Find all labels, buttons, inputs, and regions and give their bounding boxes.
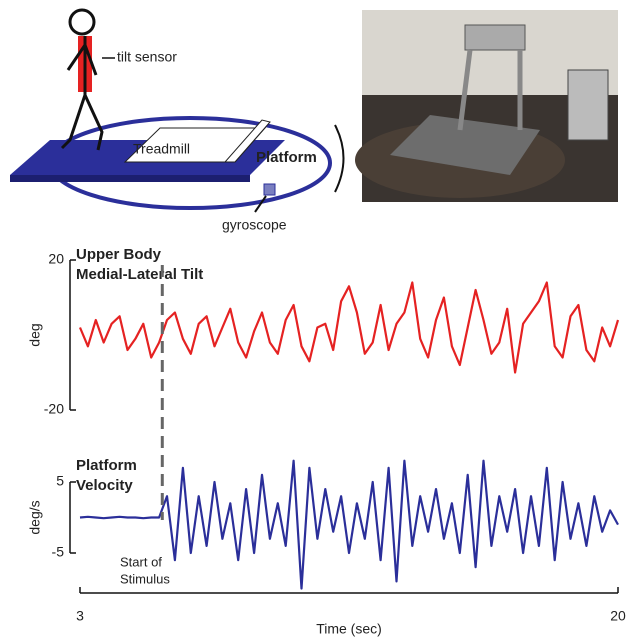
y-tick-label: 20: [48, 251, 64, 267]
chart-title: Upper Body: [76, 246, 162, 263]
y-tick-label: 5: [56, 473, 64, 489]
setup-diagram: tilt sensor Treadmill Platform gyroscope: [10, 10, 344, 233]
x-axis-label: Time (sec): [316, 621, 382, 637]
gyro-label: gyroscope: [222, 217, 287, 233]
platform-edge: [10, 175, 250, 182]
treadmill-label: Treadmill: [133, 141, 190, 157]
rotation-arrow: [335, 125, 344, 192]
platform-label: Platform: [256, 149, 317, 166]
x-tick-label: 20: [610, 608, 626, 624]
figure: tilt sensor Treadmill Platform gyroscope…: [0, 0, 626, 638]
gyroscope-box: [264, 184, 275, 195]
chart-title: Velocity: [76, 477, 133, 494]
sensor-label: tilt sensor: [117, 49, 177, 65]
y-tick-label: -5: [52, 544, 65, 560]
head: [70, 10, 94, 34]
data-line: [80, 283, 618, 373]
stimulus-label: Start of: [120, 554, 162, 569]
y-tick-label: -20: [44, 401, 64, 417]
chart-title: Platform: [76, 457, 137, 474]
chart-title: Medial-Lateral Tilt: [76, 266, 203, 283]
photo-console: [465, 25, 525, 50]
page: {"diagram":{"labels":{"sensor":"tilt sen…: [0, 0, 626, 638]
stimulus-label: Stimulus: [120, 571, 170, 586]
photo-equipment: [568, 70, 608, 140]
x-tick-label: 3: [76, 608, 84, 624]
y-axis-label: deg/s: [27, 500, 43, 534]
photo: [355, 10, 618, 202]
y-axis-label: deg: [27, 323, 43, 346]
